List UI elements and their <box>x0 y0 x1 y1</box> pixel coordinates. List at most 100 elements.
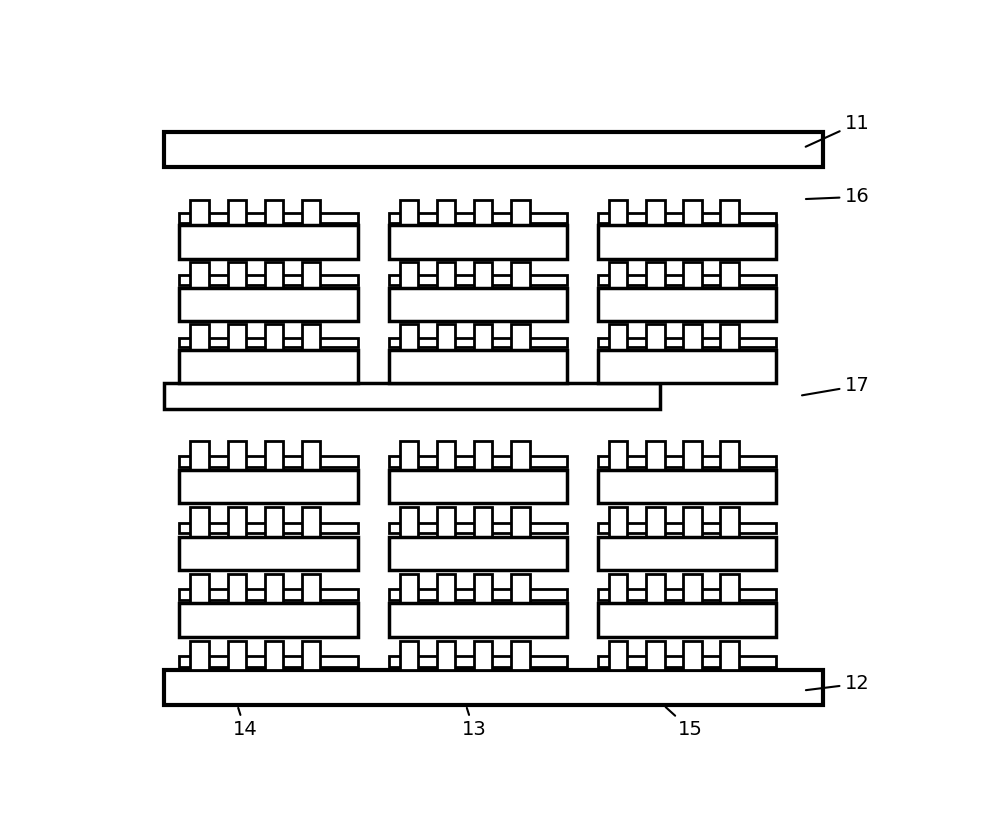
Bar <box>388 603 567 636</box>
Bar <box>598 656 776 666</box>
Bar <box>720 324 739 349</box>
Bar <box>511 441 530 470</box>
Bar <box>609 200 627 225</box>
Bar <box>437 574 455 603</box>
Text: 15: 15 <box>666 707 703 740</box>
Bar <box>598 349 776 383</box>
Bar <box>179 275 358 285</box>
Bar <box>598 288 776 321</box>
Bar <box>474 324 492 349</box>
Text: 12: 12 <box>806 674 870 693</box>
Text: 13: 13 <box>461 708 486 740</box>
Bar <box>437 262 455 288</box>
Bar <box>609 324 627 349</box>
Bar <box>720 441 739 470</box>
Bar <box>179 213 358 222</box>
Bar <box>598 456 776 467</box>
Bar <box>598 225 776 259</box>
Bar <box>474 574 492 603</box>
Text: 16: 16 <box>806 187 870 206</box>
Bar <box>683 200 702 225</box>
Bar <box>228 641 246 670</box>
Bar <box>265 641 283 670</box>
Bar <box>646 324 665 349</box>
Bar <box>228 441 246 470</box>
Bar <box>598 338 776 347</box>
Bar <box>683 324 702 349</box>
Bar <box>302 441 320 470</box>
Bar <box>720 641 739 670</box>
Bar <box>228 508 246 537</box>
Bar <box>388 213 567 222</box>
Bar <box>646 508 665 537</box>
Bar <box>190 441 209 470</box>
Bar <box>228 262 246 288</box>
Bar <box>511 262 530 288</box>
Bar <box>598 213 776 222</box>
Bar <box>388 589 567 600</box>
Bar <box>388 288 567 321</box>
Bar <box>388 656 567 666</box>
Bar <box>190 200 209 225</box>
Bar <box>400 324 418 349</box>
Bar <box>474 200 492 225</box>
Bar <box>683 441 702 470</box>
Bar <box>683 508 702 537</box>
Bar <box>683 641 702 670</box>
Bar <box>646 641 665 670</box>
Bar <box>511 641 530 670</box>
Bar <box>511 324 530 349</box>
Bar <box>474 641 492 670</box>
Bar <box>646 262 665 288</box>
Bar <box>190 574 209 603</box>
Bar <box>598 537 776 570</box>
Bar <box>179 522 358 533</box>
Bar <box>598 589 776 600</box>
Bar <box>400 508 418 537</box>
Bar <box>400 641 418 670</box>
Bar <box>388 470 567 503</box>
Bar <box>302 200 320 225</box>
Bar <box>609 574 627 603</box>
Text: 14: 14 <box>233 708 258 740</box>
Bar <box>265 508 283 537</box>
Bar <box>388 537 567 570</box>
Bar <box>179 656 358 666</box>
Bar <box>437 441 455 470</box>
Bar <box>474 441 492 470</box>
Bar <box>302 508 320 537</box>
Bar <box>598 522 776 533</box>
Bar <box>179 349 358 383</box>
Bar <box>437 508 455 537</box>
Bar <box>388 275 567 285</box>
Text: 17: 17 <box>802 376 870 395</box>
Bar <box>179 589 358 600</box>
Bar <box>388 522 567 533</box>
Bar <box>720 574 739 603</box>
Bar <box>388 338 567 347</box>
Bar <box>511 574 530 603</box>
Bar <box>400 262 418 288</box>
Bar <box>437 200 455 225</box>
Bar <box>683 262 702 288</box>
Bar <box>400 200 418 225</box>
Bar <box>646 574 665 603</box>
Bar <box>302 641 320 670</box>
Bar <box>228 324 246 349</box>
Bar <box>179 288 358 321</box>
Bar <box>302 574 320 603</box>
Bar <box>400 574 418 603</box>
Bar <box>179 225 358 259</box>
Bar <box>400 441 418 470</box>
Bar <box>164 383 660 409</box>
Bar <box>228 200 246 225</box>
Bar <box>265 324 283 349</box>
Bar <box>720 200 739 225</box>
Bar <box>179 338 358 347</box>
Bar <box>609 262 627 288</box>
Bar <box>179 456 358 467</box>
Bar <box>164 131 822 167</box>
Bar <box>646 441 665 470</box>
Bar <box>265 574 283 603</box>
Bar <box>437 324 455 349</box>
